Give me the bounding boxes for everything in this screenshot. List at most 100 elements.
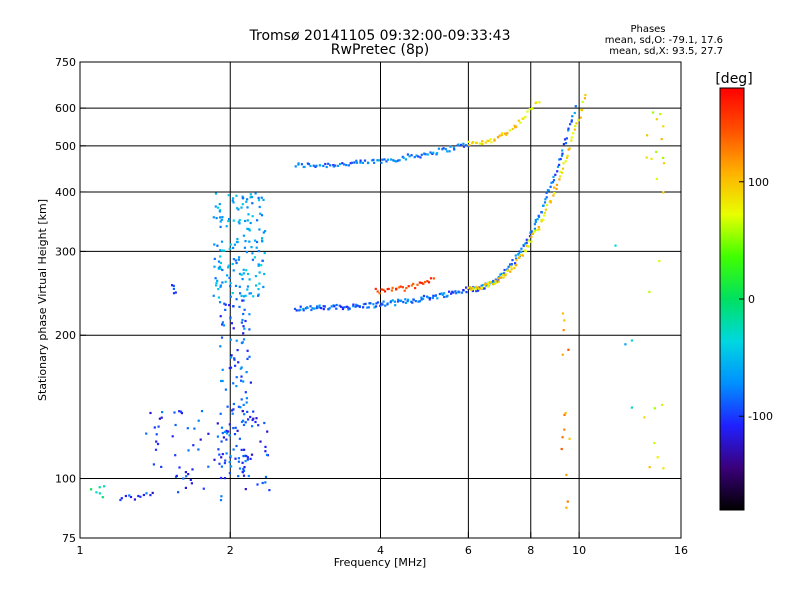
data-point bbox=[536, 228, 539, 232]
data-point bbox=[513, 124, 516, 127]
data-point bbox=[471, 289, 474, 293]
data-point bbox=[493, 138, 496, 141]
data-point bbox=[200, 410, 204, 413]
data-point bbox=[240, 206, 243, 209]
data-point bbox=[240, 379, 243, 382]
data-point bbox=[268, 489, 271, 492]
data-point bbox=[229, 285, 232, 288]
data-point bbox=[412, 282, 415, 285]
data-point bbox=[219, 225, 222, 228]
data-point bbox=[245, 397, 248, 400]
data-point bbox=[662, 125, 665, 128]
y-tick-label: 100 bbox=[55, 473, 76, 486]
data-point bbox=[224, 303, 227, 306]
data-point bbox=[252, 410, 255, 413]
data-point bbox=[237, 208, 240, 211]
data-point bbox=[202, 487, 205, 490]
data-point bbox=[322, 305, 325, 308]
data-point bbox=[468, 144, 471, 147]
data-point bbox=[239, 406, 242, 409]
data-point bbox=[531, 107, 534, 110]
data-point bbox=[230, 322, 233, 325]
data-point bbox=[248, 313, 251, 316]
data-point bbox=[493, 139, 496, 142]
data-point bbox=[563, 138, 567, 141]
data-point bbox=[389, 301, 392, 304]
data-point bbox=[235, 298, 238, 301]
data-point bbox=[566, 154, 569, 157]
data-point bbox=[536, 218, 539, 221]
data-point bbox=[149, 411, 152, 415]
data-point bbox=[410, 154, 413, 157]
data-point bbox=[223, 462, 226, 465]
data-point bbox=[243, 466, 246, 469]
data-point bbox=[244, 240, 247, 243]
data-point bbox=[322, 164, 325, 168]
data-point bbox=[119, 498, 122, 502]
data-point bbox=[224, 308, 227, 311]
data-point bbox=[235, 339, 238, 342]
data-point bbox=[222, 324, 226, 327]
data-point bbox=[243, 454, 247, 457]
data-point bbox=[429, 277, 433, 280]
data-point bbox=[307, 163, 311, 166]
data-point bbox=[244, 488, 247, 491]
data-point bbox=[249, 415, 252, 419]
data-point bbox=[556, 165, 560, 168]
data-point bbox=[258, 282, 261, 285]
data-point bbox=[249, 193, 252, 196]
data-point bbox=[251, 418, 254, 422]
data-point bbox=[404, 298, 407, 301]
data-point bbox=[497, 277, 500, 280]
data-point bbox=[255, 417, 258, 420]
data-point bbox=[232, 201, 235, 204]
data-point bbox=[260, 264, 263, 267]
data-point bbox=[262, 198, 265, 201]
data-point bbox=[244, 319, 247, 323]
data-point bbox=[497, 280, 500, 283]
data-point bbox=[237, 220, 240, 223]
data-point bbox=[306, 306, 309, 309]
data-point bbox=[212, 294, 215, 297]
grid-lines bbox=[80, 62, 681, 538]
data-point bbox=[232, 402, 235, 406]
data-point bbox=[184, 471, 187, 474]
data-point bbox=[257, 293, 260, 296]
data-point bbox=[230, 465, 233, 468]
data-point bbox=[238, 256, 241, 259]
x-axis-ticks: 1 2 4 6 8 10 16 bbox=[77, 532, 688, 557]
data-point bbox=[172, 292, 176, 295]
data-point bbox=[261, 237, 264, 240]
data-point bbox=[221, 453, 224, 456]
data-point bbox=[376, 290, 379, 293]
data-point bbox=[229, 366, 233, 369]
data-point bbox=[218, 203, 221, 206]
data-point bbox=[462, 142, 465, 145]
data-point bbox=[332, 165, 335, 168]
data-point bbox=[223, 249, 226, 252]
data-point bbox=[254, 239, 257, 242]
data-point bbox=[98, 492, 101, 495]
data-point bbox=[155, 440, 158, 443]
data-point bbox=[245, 371, 248, 374]
data-point bbox=[540, 219, 543, 222]
data-point bbox=[565, 156, 569, 159]
data-point bbox=[540, 220, 543, 223]
data-point bbox=[462, 289, 465, 292]
data-point bbox=[662, 467, 665, 470]
y-tick-label: 500 bbox=[55, 140, 76, 153]
data-point bbox=[156, 442, 160, 446]
data-point bbox=[543, 211, 546, 214]
data-point bbox=[481, 140, 484, 143]
data-point bbox=[252, 295, 255, 298]
data-point bbox=[650, 157, 653, 160]
data-point bbox=[651, 111, 655, 114]
data-point bbox=[248, 328, 251, 331]
data-point bbox=[238, 222, 241, 225]
data-point bbox=[378, 292, 381, 295]
data-point bbox=[563, 319, 566, 322]
data-point bbox=[533, 223, 536, 226]
data-point bbox=[490, 141, 493, 144]
data-point bbox=[562, 143, 565, 146]
data-point bbox=[219, 315, 222, 318]
